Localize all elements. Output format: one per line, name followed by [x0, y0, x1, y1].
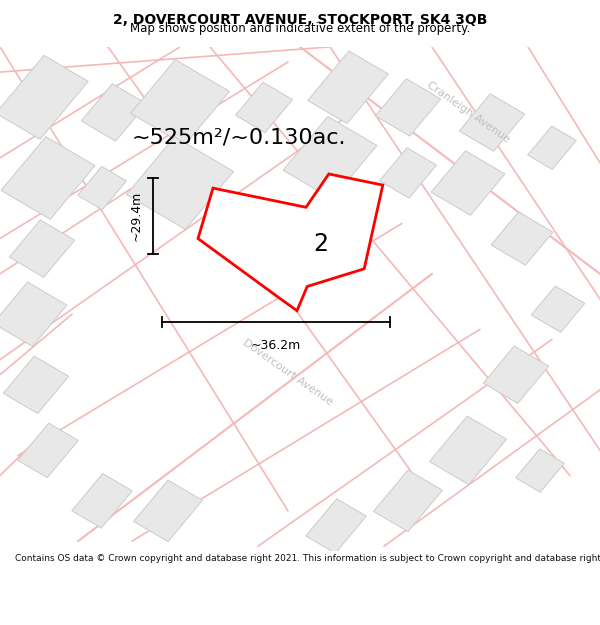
Polygon shape: [515, 449, 565, 493]
Polygon shape: [306, 499, 366, 553]
Text: Map shows position and indicative extent of the property.: Map shows position and indicative extent…: [130, 22, 470, 35]
Text: 2: 2: [314, 232, 329, 256]
Polygon shape: [0, 282, 67, 346]
Polygon shape: [1, 137, 95, 219]
Text: ~36.2m: ~36.2m: [251, 339, 301, 352]
Polygon shape: [249, 228, 303, 274]
Text: Dovercourt Avenue: Dovercourt Avenue: [241, 338, 335, 407]
Polygon shape: [531, 286, 585, 332]
Polygon shape: [235, 82, 293, 132]
Polygon shape: [460, 94, 524, 151]
Text: ~29.4m: ~29.4m: [129, 191, 142, 241]
Polygon shape: [77, 166, 127, 210]
Polygon shape: [10, 220, 74, 278]
Text: ~525m²/~0.130ac.: ~525m²/~0.130ac.: [132, 127, 347, 148]
Polygon shape: [4, 356, 68, 414]
Polygon shape: [82, 84, 146, 141]
Polygon shape: [0, 56, 88, 139]
Polygon shape: [198, 174, 383, 311]
Polygon shape: [134, 480, 202, 542]
Polygon shape: [491, 212, 553, 265]
Polygon shape: [127, 137, 233, 229]
Text: Contains OS data © Crown copyright and database right 2021. This information is : Contains OS data © Crown copyright and d…: [15, 554, 600, 563]
Polygon shape: [527, 126, 577, 169]
Polygon shape: [283, 116, 377, 199]
Polygon shape: [18, 423, 78, 478]
Polygon shape: [430, 416, 506, 484]
Polygon shape: [379, 148, 437, 198]
Polygon shape: [374, 470, 442, 532]
Polygon shape: [131, 59, 229, 145]
Polygon shape: [431, 151, 505, 215]
Polygon shape: [308, 51, 388, 124]
Polygon shape: [376, 79, 440, 136]
Polygon shape: [72, 474, 132, 528]
Text: 2, DOVERCOURT AVENUE, STOCKPORT, SK4 3QB: 2, DOVERCOURT AVENUE, STOCKPORT, SK4 3QB: [113, 13, 487, 27]
Text: Cranleigh Avenue: Cranleigh Avenue: [425, 80, 511, 145]
Polygon shape: [484, 346, 548, 403]
